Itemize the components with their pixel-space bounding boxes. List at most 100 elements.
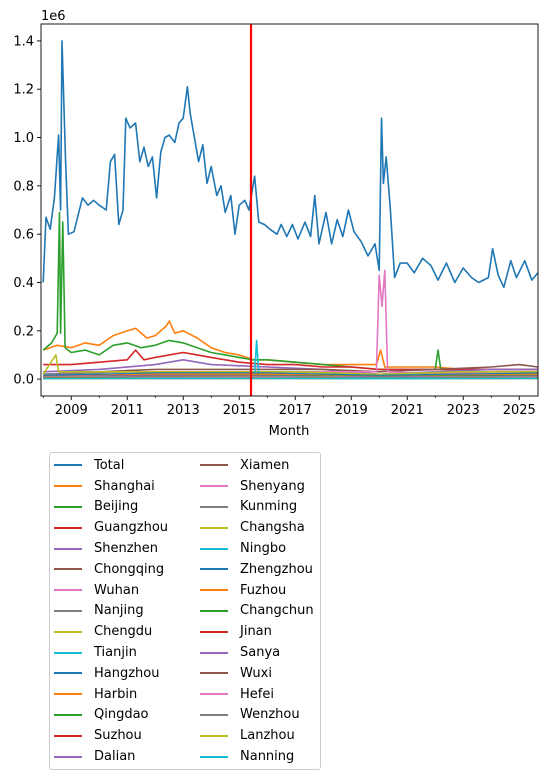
legend-label: Guangzhou: [94, 520, 169, 536]
legend-label: Nanjing: [94, 603, 144, 619]
legend-item: Sanya: [200, 642, 314, 663]
series-line-total: [42, 40, 538, 289]
legend-column-left: Total Shanghai Beijing Guangzhou Shenzhen Cho…: [54, 455, 168, 767]
legend-label: Tianjin: [94, 645, 137, 661]
legend-item: Xiamen: [200, 455, 314, 476]
legend-label: Lanzhou: [240, 728, 295, 744]
legend-label: Suzhou: [94, 728, 142, 744]
series-line-hangzhou: [43, 372, 538, 377]
legend-label: Ningbo: [240, 541, 287, 557]
legend-swatch: [200, 713, 228, 716]
legend-label: Qingdao: [94, 707, 149, 723]
legend-item: Dalian: [54, 746, 168, 767]
line-chart: 0.0 0.2 0.4 0.6 0.8 1.0 1.2 1.4 2009 2011 2013 2015…: [13, 9, 539, 439]
legend-label: Harbin: [94, 686, 138, 702]
legend-item: Changsha: [200, 517, 314, 538]
y-tick-label: 0.8: [13, 179, 34, 194]
legend-item: Nanjing: [54, 601, 168, 622]
legend-item: Jinan: [200, 621, 314, 642]
legend-item: Nanning: [200, 746, 314, 767]
x-axis-label: Month: [269, 424, 310, 439]
series-line-beijing: [42, 211, 538, 371]
legend-item: Shanghai: [54, 476, 168, 497]
legend-label: Dalian: [94, 749, 136, 765]
legend-swatch: [54, 568, 82, 571]
legend-label: Shenzhen: [94, 541, 159, 557]
legend-item: Zhengzhou: [200, 559, 314, 580]
legend-label: Wuxi: [240, 665, 272, 681]
y-offset-text: 1e6: [41, 9, 66, 24]
series-line-shanghai: [42, 320, 538, 371]
legend-swatch: [200, 547, 228, 550]
legend-item: Harbin: [54, 684, 168, 705]
y-tick-label: 1.2: [13, 83, 34, 98]
legend-label: Nanning: [240, 749, 295, 765]
legend-swatch: [200, 672, 228, 675]
legend-item: Wenzhou: [200, 705, 314, 726]
legend-item: Wuxi: [200, 663, 314, 684]
legend-item: Shenzhen: [54, 538, 168, 559]
legend-label: Jinan: [240, 624, 272, 640]
legend-label: Wuhan: [94, 582, 140, 598]
legend-swatch: [54, 589, 82, 592]
y-tick-label: 1.0: [13, 131, 34, 146]
legend-label: Changchun: [240, 603, 314, 619]
legend-label: Kunming: [240, 499, 298, 515]
legend-swatch: [54, 464, 82, 467]
legend-label: Chengdu: [94, 624, 153, 640]
series-line-wuhan: [43, 269, 538, 376]
series-line-chongqing: [43, 363, 538, 376]
x-tick-label: 2015: [223, 403, 256, 418]
legend-label: Shanghai: [94, 478, 155, 494]
x-tick-label: 2019: [335, 403, 368, 418]
legend-item: Kunming: [200, 497, 314, 518]
legend-swatch: [54, 630, 82, 633]
legend-swatch: [54, 609, 82, 612]
legend-label: Wenzhou: [240, 707, 300, 723]
legend-swatch: [54, 672, 82, 675]
legend-item: Chengdu: [54, 621, 168, 642]
legend-swatch: [200, 630, 228, 633]
legend-label: Changsha: [240, 520, 305, 536]
legend-swatch: [200, 651, 228, 654]
legend-swatch: [200, 734, 228, 737]
legend-swatch: [54, 547, 82, 550]
legend-swatch: [200, 485, 228, 488]
legend-label: Sanya: [240, 645, 281, 661]
x-tick-label: 2009: [55, 403, 88, 418]
legend-item: Hefei: [200, 684, 314, 705]
legend-swatch: [200, 609, 228, 612]
axes: 0.0 0.2 0.4 0.6 0.8 1.0 1.2 1.4 2009 2011 2013 2015…: [13, 23, 539, 418]
y-tick-label: 0.4: [13, 276, 34, 291]
legend-label: Fuzhou: [240, 582, 287, 598]
legend-item: Hangzhou: [54, 663, 168, 684]
legend-label: Hangzhou: [94, 665, 160, 681]
legend-label: Chongqing: [94, 561, 165, 577]
legend-item: Chongqing: [54, 559, 168, 580]
legend-item: Suzhou: [54, 725, 168, 746]
legend-item: Guangzhou: [54, 517, 168, 538]
y-tick-label: 0.0: [13, 373, 34, 388]
legend-swatch: [200, 505, 228, 508]
legend-swatch: [200, 755, 228, 758]
legend-swatch: [54, 734, 82, 737]
legend-label: Shenyang: [240, 478, 305, 494]
series-line-guangzhou: [43, 349, 538, 371]
legend-swatch: [54, 693, 82, 696]
legend-swatch: [54, 526, 82, 529]
plot-area: [42, 24, 538, 396]
legend-item: Beijing: [54, 497, 168, 518]
legend-swatch: [200, 526, 228, 529]
legend-label: Xiamen: [240, 457, 290, 473]
legend-item: Wuhan: [54, 580, 168, 601]
legend-swatch: [54, 651, 82, 654]
legend-swatch: [54, 713, 82, 716]
legend-item: Changchun: [200, 601, 314, 622]
x-tick-label: 2013: [167, 403, 200, 418]
legend-label: Beijing: [94, 499, 139, 515]
legend-label: Zhengzhou: [240, 561, 313, 577]
legend-swatch: [54, 755, 82, 758]
axes-frame: [40, 23, 539, 397]
legend-swatch: [200, 693, 228, 696]
legend-item: Total: [54, 455, 168, 476]
